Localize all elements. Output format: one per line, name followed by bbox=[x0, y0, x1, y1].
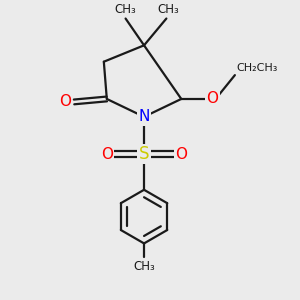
Text: O: O bbox=[59, 94, 71, 110]
Text: N: N bbox=[138, 109, 150, 124]
Text: CH₂CH₃: CH₂CH₃ bbox=[236, 63, 278, 73]
Text: CH₃: CH₃ bbox=[157, 3, 179, 16]
Text: CH₃: CH₃ bbox=[115, 3, 136, 16]
Text: O: O bbox=[206, 92, 218, 106]
Text: S: S bbox=[139, 145, 149, 163]
Text: O: O bbox=[175, 147, 187, 162]
Text: CH₃: CH₃ bbox=[133, 260, 155, 273]
Text: O: O bbox=[101, 147, 113, 162]
